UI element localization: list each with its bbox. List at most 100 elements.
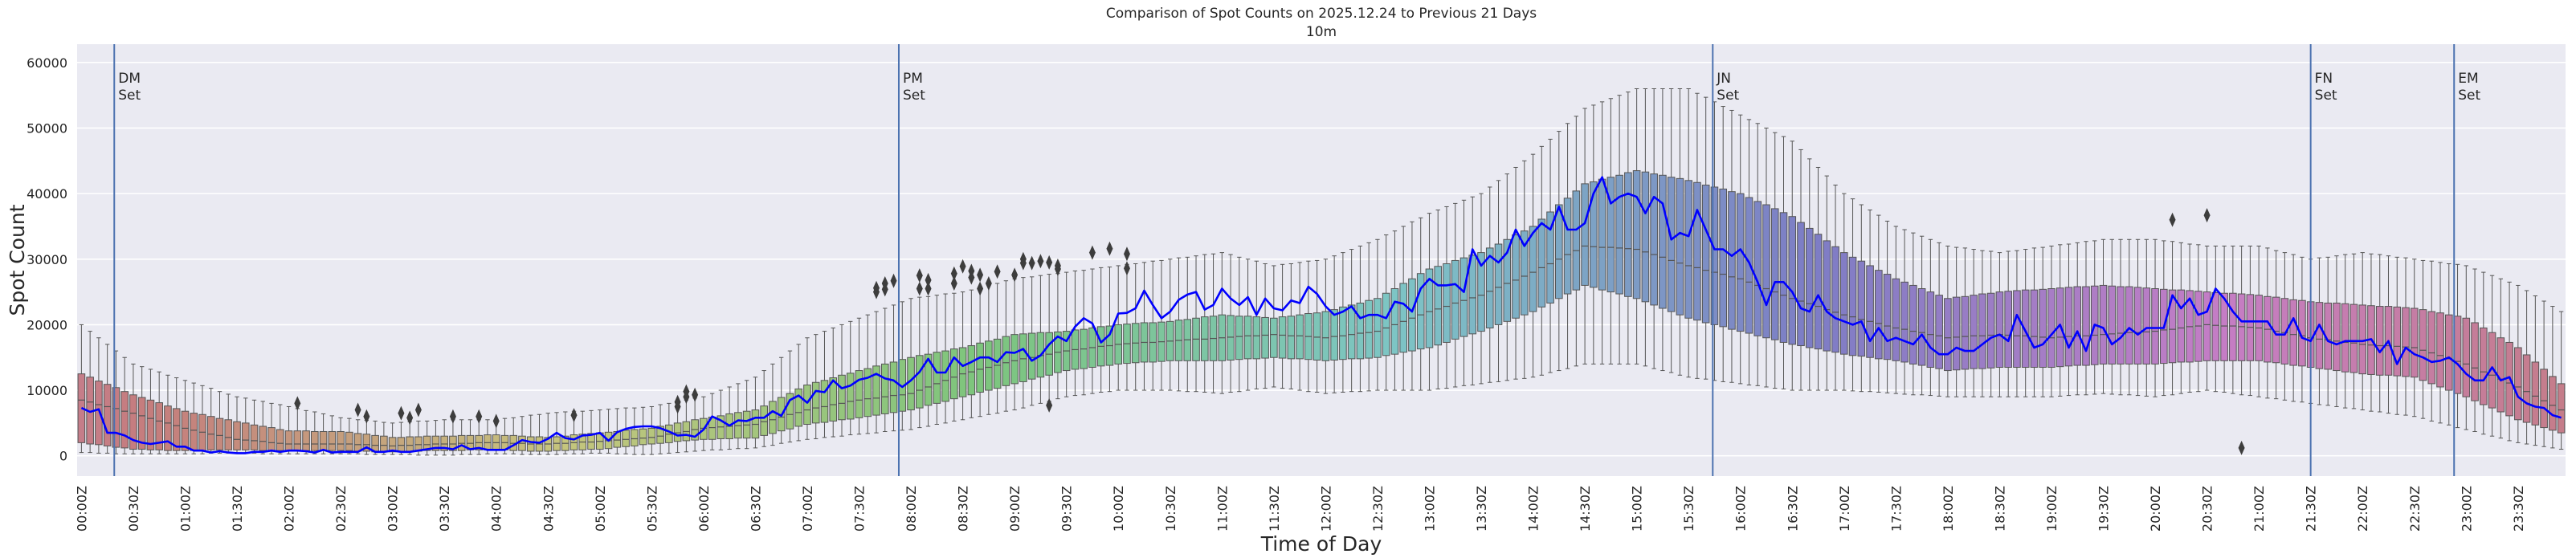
box-79 [760, 370, 768, 447]
box-248 [2220, 245, 2228, 393]
box-171 [1555, 131, 1563, 372]
box-259 [2315, 257, 2324, 405]
box-115 [1071, 270, 1080, 397]
iqr-box [1866, 265, 1874, 358]
box-239 [2142, 238, 2151, 397]
outlier-marker [692, 387, 699, 402]
y-tick-label: 0 [59, 449, 67, 464]
iqr-box [1339, 306, 1347, 360]
iqr-box [2039, 288, 2047, 368]
iqr-box [1252, 316, 1261, 360]
box-187 [1693, 92, 1701, 379]
iqr-box [1312, 312, 1321, 360]
box-27 [311, 411, 319, 454]
box-262 [2341, 254, 2349, 409]
box-106 [993, 283, 1002, 414]
box-182 [1650, 88, 1658, 369]
iqr-box [2073, 286, 2082, 366]
box-97 [915, 296, 924, 429]
iqr-box [1416, 273, 1425, 350]
iqr-box [889, 361, 898, 413]
iqr-box [2427, 311, 2436, 385]
box-158 [1443, 206, 1451, 389]
iqr-box [924, 353, 933, 406]
box-176 [1598, 101, 1606, 365]
outlier-marker [398, 405, 405, 421]
iqr-box [440, 435, 448, 451]
iqr-box [1451, 259, 1459, 340]
box-154 [1408, 221, 1416, 391]
box-249 [2229, 245, 2237, 394]
iqr-box [155, 402, 163, 450]
x-tick-label: 01:00Z [178, 486, 193, 532]
box-63 [622, 407, 630, 454]
x-tick-label: 09:00Z [1007, 486, 1023, 532]
iqr-box [1641, 171, 1650, 303]
box-245 [2194, 244, 2202, 393]
box-127 [1174, 257, 1183, 392]
box-157 [1434, 210, 1443, 389]
box-25 [293, 408, 302, 454]
box-36 [388, 422, 397, 455]
x-tick-label: 00:00Z [74, 486, 89, 532]
box-173 [1572, 116, 1581, 367]
x-tick-label: 07:00Z [800, 486, 815, 532]
box-107 [1002, 280, 1010, 412]
iqr-box [2349, 303, 2358, 373]
box-87 [829, 327, 838, 438]
x-tick-label: 14:00Z [1526, 486, 1541, 532]
x-tick-label: 11:00Z [1215, 486, 1230, 532]
box-5 [120, 356, 129, 454]
iqr-box [2013, 290, 2021, 368]
box-278 [2480, 271, 2488, 435]
outlier-marker [873, 280, 880, 295]
iqr-box [1485, 247, 1494, 328]
outlier-marker [916, 281, 923, 296]
outlier-marker [1054, 262, 1061, 277]
iqr-box [1590, 181, 1598, 288]
iqr-box [353, 433, 362, 452]
box-136 [1252, 260, 1261, 389]
box-7 [137, 366, 146, 454]
outlier-marker [925, 281, 932, 296]
iqr-box [1831, 246, 1839, 353]
box-153 [1399, 226, 1407, 391]
iqr-box [647, 427, 656, 445]
x-tick-label: 21:30Z [2304, 486, 2319, 532]
iqr-box [103, 384, 112, 446]
box-227 [2039, 246, 2047, 397]
box-204 [1839, 193, 1848, 391]
iqr-box [794, 388, 803, 427]
box-272 [2427, 260, 2436, 422]
x-tick-label: 23:00Z [2459, 486, 2474, 532]
x-tick-label: 03:00Z [386, 486, 401, 532]
iqr-box [137, 397, 146, 450]
outlier-marker [1088, 245, 1096, 260]
box-74 [716, 389, 725, 450]
box-284 [2531, 295, 2540, 446]
box-130 [1200, 254, 1209, 393]
iqr-box [1494, 243, 1503, 325]
box-143 [1312, 259, 1321, 393]
box-149 [1365, 242, 1373, 392]
iqr-box [976, 342, 984, 393]
iqr-box [1356, 302, 1365, 360]
iqr-box [2151, 288, 2159, 365]
x-tick-label: 19:00Z [2044, 486, 2060, 532]
outlier-marker [1019, 251, 1027, 267]
box-225 [2021, 249, 2030, 397]
outlier-marker [977, 281, 984, 296]
box-263 [2349, 253, 2358, 409]
grid-lines [77, 62, 2566, 457]
iqr-box [769, 401, 777, 434]
outlier-marker [994, 264, 1001, 279]
iqr-box [2315, 302, 2324, 369]
iqr-box [215, 417, 224, 450]
y-axis-ticks: 0 10000 20000 30000 40000 50000 60000 [27, 55, 67, 464]
iqr-box [846, 373, 855, 420]
box-86 [820, 331, 829, 438]
iqr-box [872, 365, 880, 416]
y-tick-label: 60000 [27, 55, 67, 71]
x-tick-label: 21:00Z [2251, 486, 2267, 532]
box-213 [1917, 235, 1926, 396]
